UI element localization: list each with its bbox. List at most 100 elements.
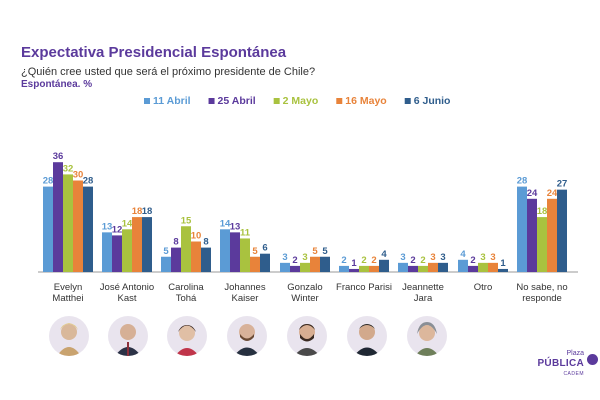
bar: [161, 256, 171, 272]
bar: [201, 247, 211, 272]
data-label: 13: [102, 221, 113, 232]
bar: [418, 265, 428, 272]
category-label: Franco Parisi: [336, 282, 392, 293]
data-label: 18: [142, 206, 153, 217]
data-label: 5: [252, 246, 258, 257]
gonzalo-winter-portrait: [287, 316, 327, 356]
data-label: 2: [361, 255, 366, 266]
bar: [220, 229, 230, 272]
data-label: 32: [63, 163, 74, 174]
data-label: 3: [282, 252, 287, 263]
data-label: 28: [517, 176, 528, 187]
category-label: José Antonio: [100, 282, 154, 293]
data-label: 12: [112, 224, 123, 235]
category-label: responde: [522, 293, 562, 304]
data-label: 28: [83, 176, 94, 187]
data-label: 3: [440, 252, 445, 263]
bar: [181, 226, 191, 272]
chart-title: Expectativa Presidencial Espontánea: [21, 44, 287, 61]
bar: [250, 256, 260, 272]
evelyn-matthei-portrait: [49, 316, 89, 356]
legend-label: 6 Junio: [414, 95, 451, 107]
data-label: 14: [122, 218, 133, 229]
data-label: 3: [490, 252, 495, 263]
bar: [102, 232, 112, 272]
bar: [428, 262, 438, 272]
data-label: 27: [557, 179, 568, 190]
data-label: 5: [163, 246, 169, 257]
legend-label: 11 Abril: [153, 95, 191, 107]
data-label: 3: [430, 252, 435, 263]
chart-subtitle: ¿Quién cree usted que será el próximo pr…: [21, 66, 316, 78]
bar: [438, 262, 448, 272]
bar: [379, 259, 389, 272]
data-label: 2: [371, 255, 376, 266]
bar: [112, 235, 122, 272]
bar: [478, 262, 488, 272]
data-label: 8: [173, 237, 178, 248]
data-label: 15: [181, 215, 192, 226]
category-label: Johannes: [224, 282, 265, 293]
bar: [300, 262, 310, 272]
data-label: 11: [240, 227, 251, 238]
category-label: Jeannette: [402, 282, 444, 293]
data-label: 2: [292, 255, 297, 266]
data-label: 10: [191, 231, 202, 242]
bar: [191, 241, 201, 272]
category-label: Kaiser: [232, 293, 259, 304]
bar: [122, 229, 132, 272]
data-label: 5: [322, 246, 328, 257]
legend-swatch: [404, 98, 411, 104]
logo-line-1: Plaza: [566, 350, 584, 357]
bar: [408, 265, 418, 272]
data-label: 18: [132, 206, 143, 217]
legend-swatch: [273, 98, 280, 104]
bar: [142, 217, 152, 272]
bar: [310, 256, 320, 272]
data-label: 1: [500, 258, 506, 269]
category-label: Kast: [117, 293, 136, 304]
data-label: 30: [73, 170, 84, 181]
bar: [73, 180, 83, 272]
bar: [557, 189, 567, 272]
bar: [230, 232, 240, 272]
chart-note: Espontánea. %: [21, 79, 93, 90]
data-label: 3: [302, 252, 307, 263]
legend-swatch: [336, 98, 343, 104]
bar: [537, 217, 547, 272]
bar: [171, 247, 181, 272]
category-label: Winter: [291, 293, 318, 304]
jeannette-jara-portrait: [407, 316, 447, 356]
data-label: 4: [460, 249, 466, 260]
bar: [240, 238, 250, 272]
data-label: 2: [341, 255, 346, 266]
legend-label: 2 Mayo: [283, 95, 319, 107]
logo-mark-icon: [587, 354, 598, 365]
category-label: Tohá: [176, 293, 197, 304]
data-label: 28: [43, 176, 54, 187]
bar: [63, 174, 73, 272]
data-label: 1: [351, 258, 357, 269]
bar: [349, 268, 359, 272]
data-label: 18: [537, 206, 548, 217]
bar: [339, 265, 349, 272]
data-label: 24: [527, 188, 538, 199]
jose-antonio-kast-portrait: [108, 316, 148, 356]
data-label: 13: [230, 221, 241, 232]
category-label: Otro: [474, 282, 492, 293]
bar: [547, 198, 557, 272]
category-label: Gonzalo: [287, 282, 322, 293]
data-label: 3: [400, 252, 405, 263]
data-label: 2: [420, 255, 425, 266]
logo-line-3: CADEM: [563, 371, 584, 377]
category-label: Carolina: [168, 282, 204, 293]
bar: [132, 217, 142, 272]
category-label: No sabe, no: [516, 282, 567, 293]
data-label: 24: [547, 188, 558, 199]
bar: [320, 256, 330, 272]
legend-label: 16 Mayo: [345, 95, 386, 107]
bar: [260, 253, 270, 272]
bar: [359, 265, 369, 272]
carolina-toha-portrait: [167, 316, 207, 356]
